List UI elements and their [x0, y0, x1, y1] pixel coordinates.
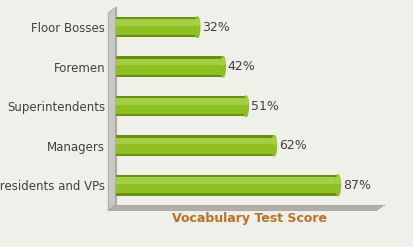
Bar — [116, 59, 223, 75]
Text: 62%: 62% — [279, 139, 306, 152]
Ellipse shape — [272, 135, 276, 156]
Bar — [116, 135, 274, 156]
Text: 32%: 32% — [202, 21, 230, 34]
Text: 51%: 51% — [251, 100, 278, 113]
Ellipse shape — [221, 56, 225, 77]
Bar — [116, 177, 338, 193]
Bar — [116, 19, 197, 26]
X-axis label: Vocabulary Test Score: Vocabulary Test Score — [172, 212, 328, 225]
Ellipse shape — [221, 59, 225, 65]
Bar — [116, 96, 246, 117]
Text: 42%: 42% — [228, 60, 255, 73]
Bar — [116, 19, 197, 35]
Ellipse shape — [272, 138, 276, 144]
Bar — [116, 59, 223, 65]
Ellipse shape — [195, 19, 199, 26]
Ellipse shape — [195, 17, 200, 38]
Bar — [116, 17, 197, 38]
Bar — [116, 175, 338, 196]
Bar — [116, 138, 274, 154]
Bar — [116, 56, 223, 77]
Bar — [116, 98, 246, 114]
Bar — [116, 177, 338, 184]
Bar — [116, 98, 246, 105]
Bar — [116, 138, 274, 144]
Text: 87%: 87% — [343, 179, 371, 192]
Ellipse shape — [336, 177, 340, 184]
Ellipse shape — [244, 98, 248, 105]
Ellipse shape — [336, 175, 340, 196]
Ellipse shape — [244, 96, 248, 117]
